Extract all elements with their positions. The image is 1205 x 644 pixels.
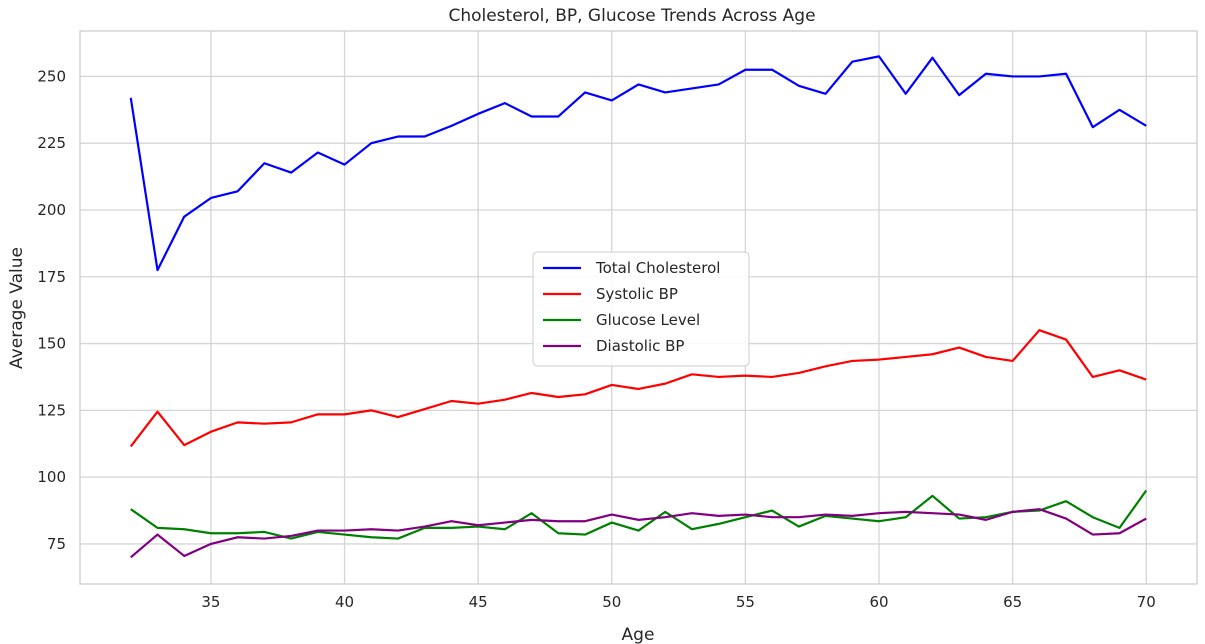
legend: Total Cholesterol Systolic BP Glucose Leve… [532, 251, 750, 367]
y-tick-label: 150 [37, 335, 66, 353]
series-line-systolic-bp [129, 329, 1147, 448]
legend-box [532, 251, 750, 367]
x-tick-label: 40 [335, 593, 354, 611]
y-tick-label: 125 [37, 401, 66, 419]
legend-label-diastolic-bp: Diastolic BP [596, 337, 684, 355]
x-tick-label: 65 [1003, 593, 1022, 611]
y-tick-label: 100 [37, 468, 66, 486]
legend-label-systolic-bp: Systolic BP [596, 285, 678, 303]
legend-label-total-cholesterol: Total Cholesterol [595, 259, 720, 277]
x-axis-label: Age [622, 625, 655, 644]
series-lines [129, 55, 1148, 559]
series-line-total-cholesterol [129, 55, 1147, 272]
y-tick-label: 225 [37, 134, 66, 152]
legend-label-glucose-level: Glucose Level [596, 311, 700, 329]
x-axis-ticks: 35 40 45 50 55 60 65 70 [201, 593, 1155, 611]
series-line-glucose-level [130, 489, 1148, 540]
x-tick-label: 45 [469, 593, 488, 611]
chart-title: Cholesterol, BP, Glucose Trends Across A… [448, 6, 815, 26]
x-tick-label: 35 [201, 593, 220, 611]
y-axis-label: Average Value [7, 247, 27, 369]
series-line-diastolic-bp [130, 508, 1147, 559]
plot-area-frame [79, 30, 1198, 585]
x-tick-label: 60 [869, 593, 888, 611]
y-tick-label: 250 [37, 67, 66, 85]
x-tick-label: 70 [1137, 593, 1156, 611]
y-tick-label: 175 [37, 268, 66, 286]
x-tick-label: 50 [602, 593, 621, 611]
y-tick-label: 200 [37, 201, 66, 219]
x-tick-label: 55 [736, 593, 755, 611]
y-tick-label: 75 [47, 535, 66, 553]
y-axis-ticks: 75 100 125 150 175 200 225 250 [37, 67, 66, 553]
